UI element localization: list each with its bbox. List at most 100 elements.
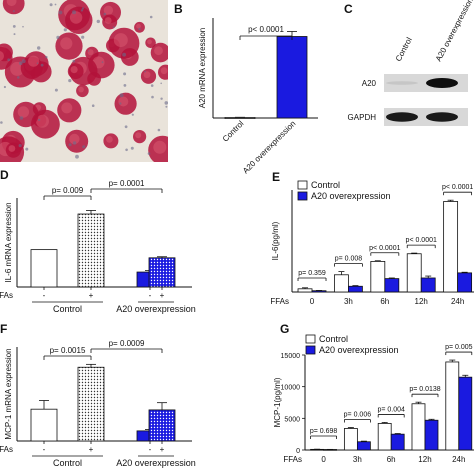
nucleus-dot	[49, 3, 53, 7]
group-label: A20 overexpression	[116, 304, 196, 314]
legend-label: Control	[319, 334, 348, 344]
nucleus-dot	[19, 116, 24, 120]
nucleus-dot	[150, 84, 154, 87]
nucleus-dot	[125, 148, 128, 152]
y-axis-label: IL-6 mRNA expression	[4, 202, 13, 282]
nucleus-dot	[18, 144, 22, 148]
ffas-label: FFAs	[283, 455, 302, 464]
nucleus-dot	[72, 141, 77, 145]
bar-control	[377, 422, 392, 451]
panel-letter-b: B	[174, 2, 183, 16]
stained-micrograph	[0, 0, 168, 162]
ffas-sign: +	[160, 445, 165, 454]
nucleus-dot	[151, 95, 154, 99]
p-value-label: p= 0.0009	[109, 339, 145, 348]
nucleus-dot	[12, 10, 15, 13]
blot-row-label: A20	[362, 79, 377, 88]
y-axis-label: IL-6(pg/ml)	[271, 221, 280, 260]
bar-control	[411, 403, 426, 451]
droplet-highlight	[69, 133, 80, 145]
p-value-label: p< 0.0001	[442, 184, 473, 191]
droplet-highlight	[106, 136, 113, 143]
ffas-sign: +	[89, 291, 94, 300]
droplet-highlight	[154, 46, 163, 56]
ffas-label: FFAs	[270, 297, 289, 306]
droplet-highlight	[103, 5, 114, 15]
x-tick-label: 12h	[415, 297, 428, 306]
legend-label: A20 overexpression	[311, 191, 391, 201]
droplet-highlight	[136, 23, 141, 29]
nucleus-dot	[68, 79, 72, 83]
ffas-sign: -	[43, 445, 46, 454]
ffas-sign: -	[149, 291, 152, 300]
panel-letter-f: F	[0, 322, 8, 336]
x-tick-label: 12h	[418, 455, 431, 464]
p-value-label: p= 0.004	[377, 406, 405, 413]
ffas-label: FFAs	[0, 291, 13, 300]
group-label: Control	[53, 304, 82, 314]
nucleus-dot	[21, 59, 26, 64]
nucleus-dot	[45, 55, 48, 59]
x-tick-label: 0	[321, 455, 326, 464]
nucleus-dot	[56, 35, 60, 40]
blot-band	[386, 112, 418, 122]
droplet-highlight	[147, 39, 152, 45]
nucleus-dot	[138, 27, 141, 31]
nucleus-dot	[0, 121, 3, 124]
nucleus-dot	[13, 33, 16, 36]
y-axis-label: A20 mRNA expression	[198, 28, 207, 108]
x-tick-label: 24h	[451, 297, 464, 306]
y-tick-label: 5000	[284, 416, 300, 423]
nucleus-dot	[123, 84, 127, 87]
nucleus-dot	[164, 101, 168, 105]
x-tick-label: 24h	[452, 455, 465, 464]
droplet-highlight	[8, 145, 16, 152]
p-value-label: p= 0.698	[310, 428, 338, 435]
legend-swatch	[305, 334, 316, 344]
p-value-label: p= 0.006	[344, 412, 372, 419]
bar-3	[148, 257, 176, 288]
bar-a20-overexpression	[424, 419, 439, 451]
panel-letter-c: C	[344, 2, 353, 16]
bar-a20-overexpression	[458, 376, 473, 451]
x-tick-label: 3h	[353, 455, 362, 464]
nucleus-dot	[160, 82, 162, 85]
nucleus-dot	[72, 59, 76, 63]
p-value-label: p= 0.008	[335, 256, 363, 263]
legend-swatch	[297, 180, 308, 190]
y-axis-label: MCP-1 mRNA expression	[4, 348, 13, 439]
ffas-sign: +	[160, 291, 165, 300]
nucleus-dot	[119, 102, 122, 105]
ffas-sign: -	[43, 291, 46, 300]
group-label: A20 overexpression	[116, 458, 196, 468]
blot-band	[386, 81, 418, 85]
p-value-label: p< 0.0001	[248, 25, 284, 34]
nucleus-dot	[75, 154, 79, 159]
y-axis-label: MCP-1(pg/ml)	[273, 377, 282, 427]
droplet-highlight	[60, 37, 73, 50]
legend-swatch	[305, 345, 316, 355]
p-value-label: p= 0.005	[445, 344, 473, 351]
nucleus-dot	[17, 76, 20, 79]
droplet-highlight	[61, 102, 73, 114]
nucleus-dot	[91, 104, 95, 107]
y-tick-label: 0	[296, 448, 300, 455]
nucleus-dot	[144, 70, 147, 73]
nucleus-dot	[54, 88, 58, 92]
droplet-highlight	[113, 33, 128, 48]
droplet-highlight	[135, 132, 142, 139]
p-value-label: p= 0.0138	[409, 386, 440, 393]
nucleus-dot	[122, 52, 126, 57]
x-tick-label: 0	[310, 297, 315, 306]
nucleus-dot	[80, 9, 84, 12]
nucleus-dot	[87, 50, 90, 52]
nucleus-dot	[82, 145, 86, 149]
bar-control	[445, 361, 460, 451]
droplet-highlight	[160, 67, 168, 75]
nucleus-dot	[165, 105, 168, 108]
nucleus-dot	[160, 97, 163, 100]
group-label: Control	[53, 458, 82, 468]
nucleus-dot	[81, 35, 85, 39]
